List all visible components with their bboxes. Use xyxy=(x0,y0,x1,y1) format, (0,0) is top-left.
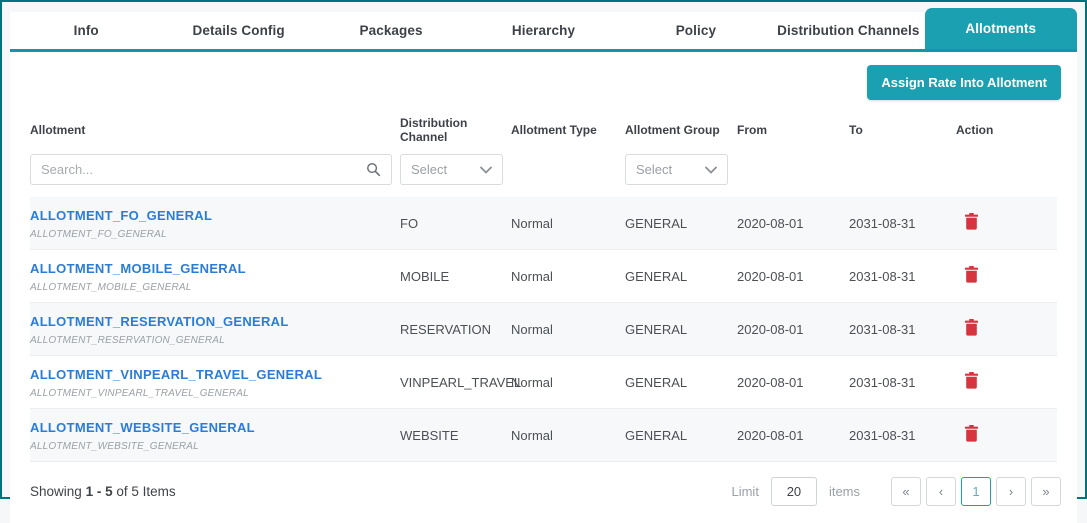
allotment-code: ALLOTMENT_RESERVATION_GENERAL xyxy=(30,334,225,346)
tab-distribution-channels[interactable]: Distribution Channels xyxy=(772,12,925,49)
pagination: « ‹ 1 › » xyxy=(886,477,1061,506)
column-header-action: Action xyxy=(956,123,994,137)
cell-group: GENERAL xyxy=(625,427,688,443)
table-header-row: Allotment Distribution Channel Allotment… xyxy=(30,112,1057,154)
cell-type: Normal xyxy=(511,374,553,390)
delete-allotment-button[interactable] xyxy=(960,264,983,288)
cell-type: Normal xyxy=(511,215,553,231)
trash-icon xyxy=(964,319,979,336)
column-header-distribution-channel: Distribution Channel xyxy=(400,116,468,144)
tab-policy[interactable]: Policy xyxy=(619,12,773,49)
cell-to: 2031-08-31 xyxy=(849,215,916,231)
cell-from: 2020-08-01 xyxy=(737,215,804,231)
cell-channel: WEBSITE xyxy=(400,427,459,443)
trash-icon xyxy=(964,425,979,442)
table-row: ALLOTMENT_VINPEARL_TRAVEL_GENERAL ALLOTM… xyxy=(30,356,1057,409)
page-1-button[interactable]: 1 xyxy=(961,477,991,506)
allotment-link[interactable]: ALLOTMENT_VINPEARL_TRAVEL_GENERAL xyxy=(30,366,323,382)
items-label: items xyxy=(828,484,860,499)
delete-allotment-button[interactable] xyxy=(960,370,983,394)
cell-channel: VINPEARL_TRAVEL xyxy=(400,374,522,390)
tab-allotments[interactable]: Allotments xyxy=(924,8,1077,49)
cell-from: 2020-08-01 xyxy=(737,374,804,390)
cell-group: GENERAL xyxy=(625,321,688,337)
allotment-code: ALLOTMENT_MOBILE_GENERAL xyxy=(30,281,192,293)
next-page-button[interactable]: › xyxy=(996,477,1026,506)
table-row: ALLOTMENT_WEBSITE_GENERAL ALLOTMENT_WEBS… xyxy=(30,409,1057,462)
allotments-table: Allotment Distribution Channel Allotment… xyxy=(10,112,1077,462)
allotment-link[interactable]: ALLOTMENT_WEBSITE_GENERAL xyxy=(30,419,255,435)
cell-type: Normal xyxy=(511,321,553,337)
allotments-page: Info Details Config Packages Hierarchy P… xyxy=(10,8,1077,523)
assign-rate-into-allotment-button[interactable]: Assign Rate Into Allotment xyxy=(867,65,1061,100)
trash-icon xyxy=(964,213,979,230)
allotment-link[interactable]: ALLOTMENT_RESERVATION_GENERAL xyxy=(30,313,289,329)
cell-channel: FO xyxy=(400,215,419,231)
cell-to: 2031-08-31 xyxy=(849,427,916,443)
table-footer: Showing 1 - 5 of 5 Items Limit items « ‹… xyxy=(10,462,1077,521)
distribution-channel-select-value: Select xyxy=(411,162,448,177)
search-icon xyxy=(366,162,381,177)
delete-allotment-button[interactable] xyxy=(960,317,983,341)
cell-group: GENERAL xyxy=(625,374,688,390)
cell-from: 2020-08-01 xyxy=(737,321,804,337)
delete-allotment-button[interactable] xyxy=(960,423,983,447)
allotment-group-select-value: Select xyxy=(636,162,673,177)
column-header-from: From xyxy=(737,123,767,137)
table-row: ALLOTMENT_MOBILE_GENERAL ALLOTMENT_MOBIL… xyxy=(30,250,1057,303)
allotment-search-input[interactable] xyxy=(41,162,366,177)
table-row: ALLOTMENT_RESERVATION_GENERAL ALLOTMENT_… xyxy=(30,303,1057,356)
allotment-link[interactable]: ALLOTMENT_MOBILE_GENERAL xyxy=(30,260,246,276)
toolbar: Assign Rate Into Allotment xyxy=(10,52,1077,100)
distribution-channel-select[interactable]: Select xyxy=(400,154,503,185)
limit-label: Limit xyxy=(731,484,759,499)
showing-range: 1 - 5 xyxy=(85,484,113,499)
previous-page-button[interactable]: ‹ xyxy=(926,477,956,506)
trash-icon xyxy=(964,372,979,389)
tab-packages[interactable]: Packages xyxy=(314,12,468,49)
allotment-link[interactable]: ALLOTMENT_FO_GENERAL xyxy=(30,207,213,223)
cell-type: Normal xyxy=(511,268,553,284)
cell-group: GENERAL xyxy=(625,268,688,284)
showing-summary: Showing 1 - 5 of 5 Items xyxy=(30,484,176,499)
tab-bar: Info Details Config Packages Hierarchy P… xyxy=(10,8,1077,52)
cell-channel: MOBILE xyxy=(400,268,450,284)
last-page-button[interactable]: » xyxy=(1031,477,1061,506)
cell-to: 2031-08-31 xyxy=(849,268,916,284)
allotment-code: ALLOTMENT_FO_GENERAL xyxy=(30,228,167,240)
table-row: ALLOTMENT_FO_GENERAL ALLOTMENT_FO_GENERA… xyxy=(30,197,1057,250)
pager-zone: Limit items « ‹ 1 › » xyxy=(731,477,1061,506)
cell-type: Normal xyxy=(511,427,553,443)
trash-icon xyxy=(964,266,979,283)
chevron-down-icon xyxy=(705,166,717,174)
cell-group: GENERAL xyxy=(625,215,688,231)
showing-prefix: Showing xyxy=(30,484,82,499)
limit-input[interactable] xyxy=(770,477,817,506)
cell-to: 2031-08-31 xyxy=(849,374,916,390)
tab-details-config[interactable]: Details Config xyxy=(162,12,315,49)
filter-row: Select Select xyxy=(30,154,1057,197)
column-header-to: To xyxy=(849,123,863,137)
cell-channel: RESERVATION xyxy=(400,321,492,337)
allotment-group-select[interactable]: Select xyxy=(625,154,728,185)
tab-hierarchy[interactable]: Hierarchy xyxy=(467,12,620,49)
allotment-code: ALLOTMENT_VINPEARL_TRAVEL_GENERAL xyxy=(30,387,249,399)
delete-allotment-button[interactable] xyxy=(960,211,983,235)
first-page-button[interactable]: « xyxy=(891,477,921,506)
showing-suffix: of 5 Items xyxy=(116,484,176,499)
cell-to: 2031-08-31 xyxy=(849,321,916,337)
tab-info[interactable]: Info xyxy=(10,12,163,49)
allotment-code: ALLOTMENT_WEBSITE_GENERAL xyxy=(30,440,199,452)
column-header-allotment-group: Allotment Group xyxy=(625,123,720,137)
column-header-allotment-type: Allotment Type xyxy=(511,123,597,137)
allotment-search-box xyxy=(30,154,392,185)
column-header-allotment: Allotment xyxy=(30,123,86,137)
chevron-down-icon xyxy=(480,166,492,174)
allotments-panel: Assign Rate Into Allotment Allotment Dis… xyxy=(10,52,1077,523)
cell-from: 2020-08-01 xyxy=(737,427,804,443)
cell-from: 2020-08-01 xyxy=(737,268,804,284)
